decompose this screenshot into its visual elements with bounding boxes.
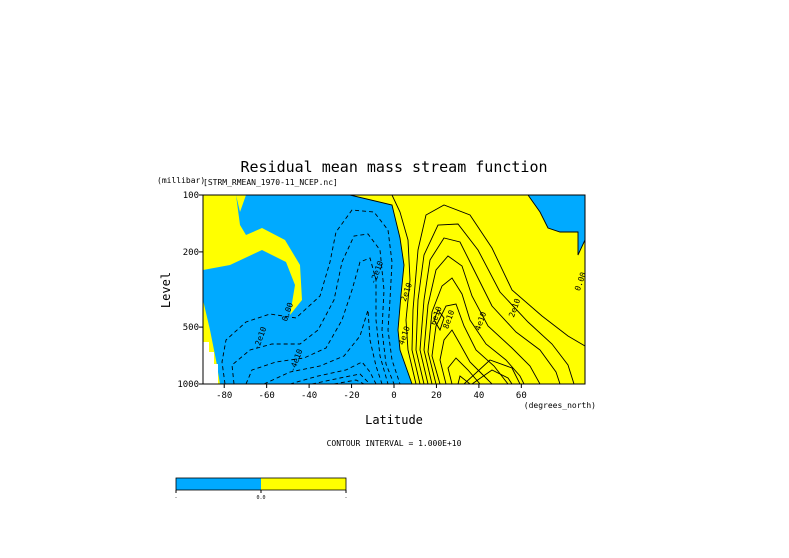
y-tick-label: 100 <box>183 191 199 201</box>
x-tick-label: -20 <box>343 391 359 401</box>
positive-contour-line <box>527 195 585 256</box>
positive-contour-line <box>447 357 481 384</box>
positive-contour-line <box>427 277 525 384</box>
y-axis-title: Level <box>159 272 173 308</box>
negative-region-northeast <box>528 195 585 255</box>
x-tick-label: -80 <box>216 391 232 401</box>
colorbar-segment <box>176 478 261 490</box>
y-tick-label: 1000 <box>177 380 199 390</box>
positive-contour-line <box>411 204 585 384</box>
source-label: [STRM_RMEAN_1970-11_NCEP.nc] <box>203 178 338 187</box>
y-units-label: (millibar) <box>157 176 205 185</box>
colorbar-label: - <box>344 495 347 501</box>
negative-contour-line <box>263 309 383 384</box>
negative-contours <box>221 209 401 384</box>
x-tick-label: 40 <box>473 391 484 401</box>
y-axis: 100 200 500 1000 <box>177 191 203 390</box>
x-tick-label: -60 <box>259 391 275 401</box>
colorbar-label: - <box>174 495 177 501</box>
negative-contour-line <box>221 209 401 384</box>
negative-contour-line <box>245 257 389 384</box>
missing-data-region <box>203 342 218 384</box>
x-tick-label: 20 <box>431 391 442 401</box>
contour-label: 0.00 <box>573 271 588 292</box>
colorbar-segment <box>261 478 346 490</box>
positive-contour-line <box>433 309 445 332</box>
contour-interval-note: CONTOUR INTERVAL = 1.000E+10 <box>327 439 462 448</box>
positive-contour-line <box>415 223 575 384</box>
zero-contour-line <box>349 195 413 384</box>
x-axis-title: Latitude <box>365 413 423 427</box>
x-tick-label: -40 <box>301 391 317 401</box>
colorbar-label: 0.0 <box>256 495 265 501</box>
zero-contours <box>349 195 413 384</box>
x-axis-units: (degrees_north) <box>524 401 596 410</box>
positive-contour-line <box>391 195 417 384</box>
colorbar: - 0.0 - <box>174 477 348 501</box>
x-tick-label: 0 <box>391 391 396 401</box>
y-tick-label: 500 <box>183 323 199 333</box>
positive-contour-line <box>431 303 509 384</box>
negative-contour-line <box>231 233 395 384</box>
y-tick-label: 200 <box>183 248 199 258</box>
negative-region <box>203 195 412 384</box>
negative-contour-line <box>311 373 371 384</box>
x-tick-label: 60 <box>516 391 527 401</box>
colorbar-frame <box>175 477 347 491</box>
negative-contour-line <box>289 361 377 384</box>
positive-contour-line <box>423 255 541 384</box>
positive-contours <box>391 195 585 384</box>
positive-contour-line <box>463 359 521 384</box>
positive-contour-line <box>439 329 493 384</box>
positive-contour-line <box>419 237 561 384</box>
positive-contour-line <box>471 369 513 384</box>
chart-title: Residual mean mass stream function <box>240 158 547 176</box>
negative-contour-line <box>333 379 365 384</box>
x-axis: -80 -60 -40 -20 0 20 40 60 <box>216 384 527 401</box>
